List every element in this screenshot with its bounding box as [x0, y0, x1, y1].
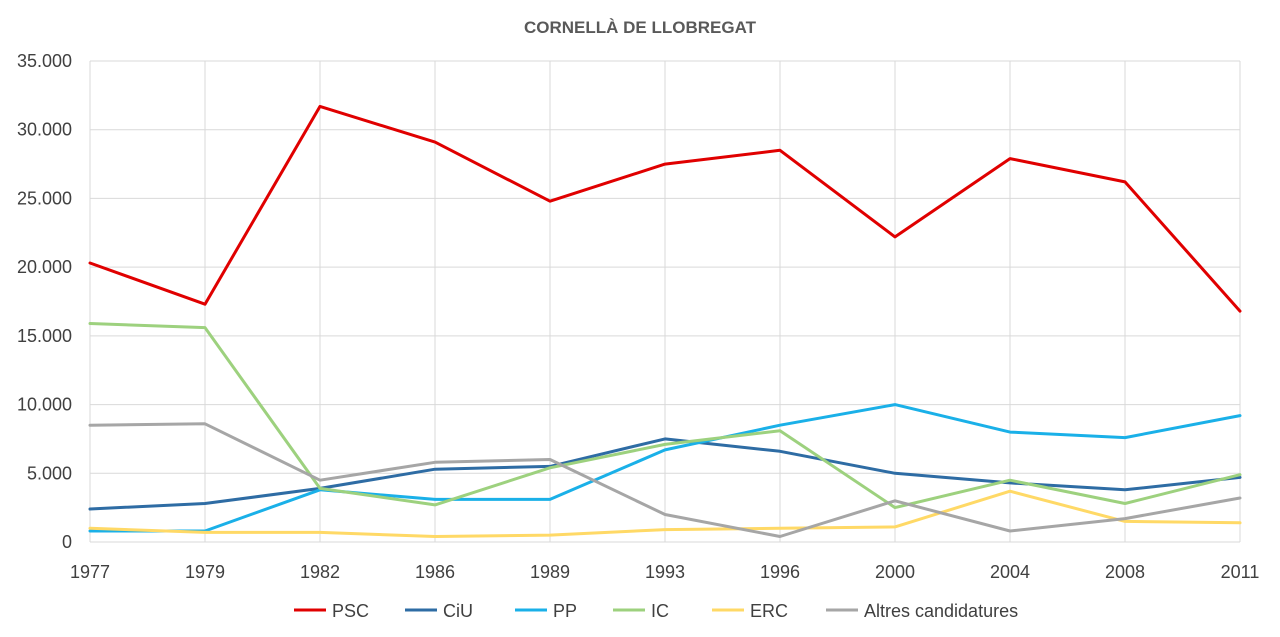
x-tick-label: 1986: [415, 562, 455, 582]
x-tick-label: 1996: [760, 562, 800, 582]
y-tick-label: 5.000: [27, 463, 72, 483]
series-line-ciu: [88, 437, 1242, 511]
legend: PSC CiU PP IC ERC Altres candidatures: [294, 601, 1018, 621]
y-tick-label: 35.000: [17, 51, 72, 71]
series-line-pp: [88, 403, 1242, 533]
x-tick-label: 1979: [185, 562, 225, 582]
series-lines: [88, 104, 1242, 538]
legend-label: IC: [651, 601, 669, 621]
y-axis-ticks: 0 5.000 10.000 15.000 20.000 25.000 30.000 35.0…: [17, 51, 72, 552]
x-tick-label: 2011: [1221, 562, 1260, 582]
x-axis-ticks: 1977 1979 1982 1986 1989 1993 1996 2000 2004 2008…: [70, 562, 1259, 582]
gridlines: [89, 60, 1241, 543]
legend-item-ciu: CiU: [405, 601, 473, 621]
legend-item-altres-candidatures: Altres candidatures: [826, 601, 1018, 621]
legend-item-ic: IC: [613, 601, 669, 621]
legend-label: PP: [553, 601, 577, 621]
x-tick-label: 2004: [990, 562, 1030, 582]
legend-label: CiU: [443, 601, 473, 621]
series-line-erc: [88, 489, 1242, 538]
y-tick-label: 25.000: [17, 188, 72, 208]
x-tick-label: 1977: [70, 562, 110, 582]
x-tick-label: 1989: [530, 562, 570, 582]
x-tick-label: 1982: [300, 562, 340, 582]
series-line-psc: [88, 104, 1242, 313]
chart-title: CORNELLÀ DE LLOBREGAT: [524, 18, 757, 37]
series-line-altres-candidatures: [88, 422, 1242, 538]
series-line-ic: [88, 322, 1242, 510]
legend-item-psc: PSC: [294, 601, 369, 621]
y-tick-label: 0: [62, 532, 72, 552]
legend-item-erc: ERC: [712, 601, 788, 621]
legend-label: PSC: [332, 601, 369, 621]
x-tick-label: 2008: [1105, 562, 1145, 582]
x-tick-label: 1993: [645, 562, 685, 582]
y-tick-label: 15.000: [17, 326, 72, 346]
legend-label: ERC: [750, 601, 788, 621]
legend-item-pp: PP: [515, 601, 577, 621]
legend-label: Altres candidatures: [864, 601, 1018, 621]
x-tick-label: 2000: [875, 562, 915, 582]
y-tick-label: 10.000: [17, 395, 72, 415]
y-tick-label: 20.000: [17, 257, 72, 277]
y-tick-label: 30.000: [17, 120, 72, 140]
